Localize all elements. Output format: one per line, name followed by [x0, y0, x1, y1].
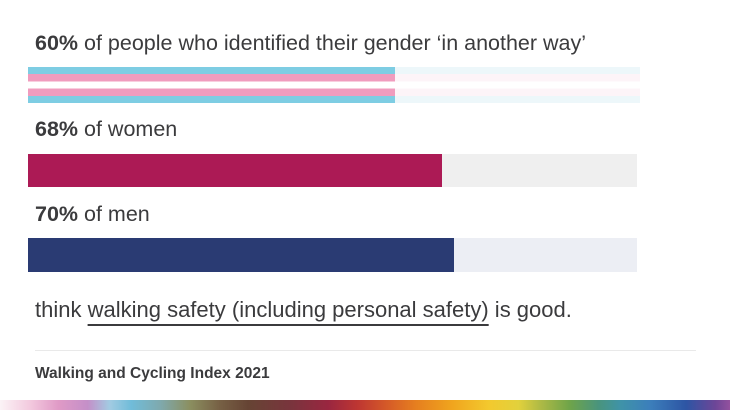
stat-percent-another-way: 60%	[35, 31, 79, 55]
divider	[35, 350, 696, 351]
bar-track-another-way	[28, 67, 640, 103]
bar-fill-men	[28, 238, 455, 272]
stat-text-women: of women	[84, 117, 178, 141]
stat-label-men: 70% of men	[35, 202, 150, 227]
stat-label-women: 68% of women	[35, 117, 177, 142]
stat-text-men: of men	[84, 202, 150, 226]
statement-prefix: think	[35, 297, 88, 322]
statement-suffix: is good.	[488, 297, 572, 322]
statement-underlined: walking safety (including personal safet…	[87, 297, 489, 322]
source-label: Walking and Cycling Index 2021	[35, 365, 270, 382]
stat-label-another-way: 60% of people who identified their gende…	[35, 31, 586, 56]
bar-fill-another-way	[28, 67, 396, 103]
bar-track-women	[28, 154, 637, 187]
pride-gradient-strip	[0, 400, 730, 410]
stat-text-another-way: of people who identified their gender ‘i…	[84, 31, 587, 55]
bar-fill-women	[28, 154, 443, 187]
statement: think walking safety (including personal…	[35, 297, 572, 322]
bar-track-men	[28, 238, 637, 272]
stat-percent-women: 68%	[35, 117, 79, 141]
stat-percent-men: 70%	[35, 202, 79, 226]
